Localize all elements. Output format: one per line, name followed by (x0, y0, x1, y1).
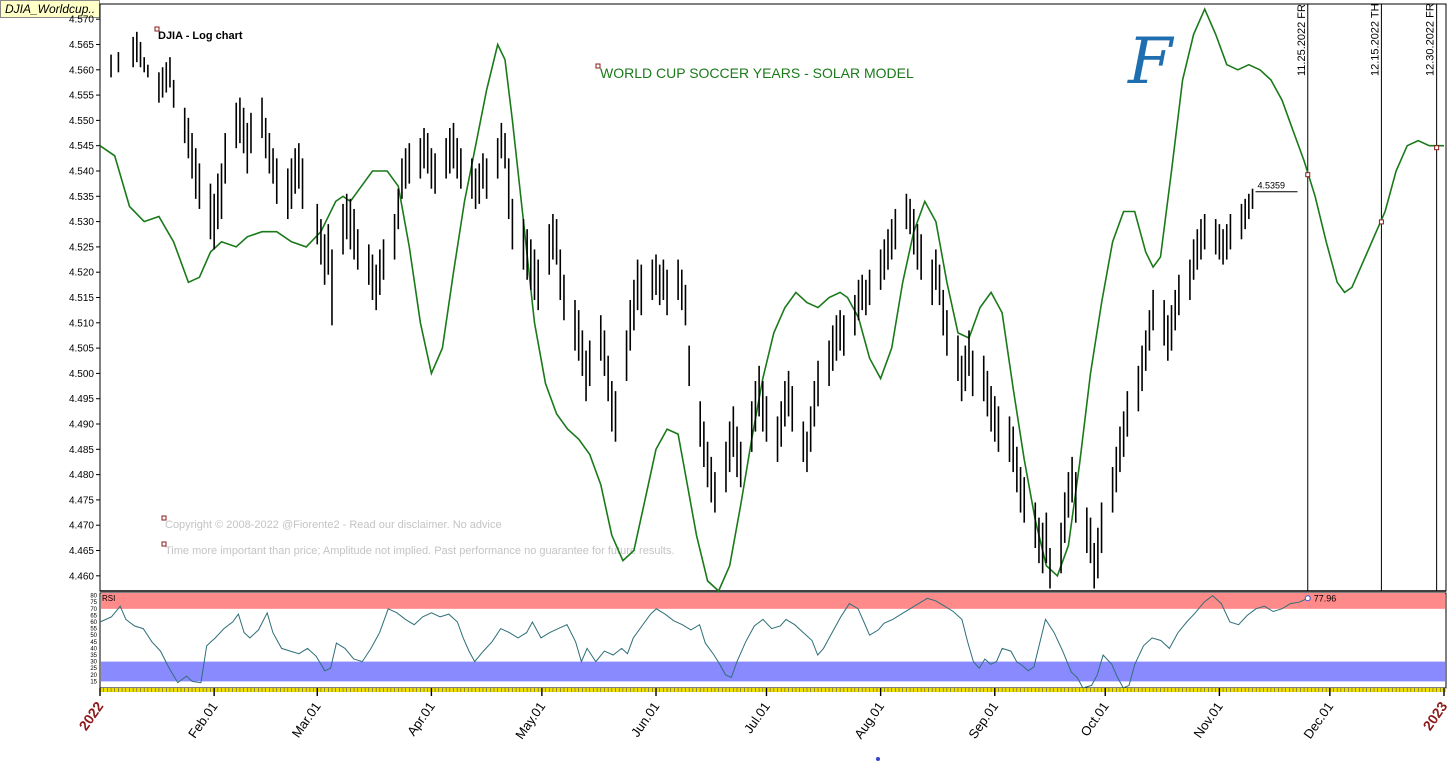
month-label: Jul.01 (741, 699, 773, 736)
rsi-last-value-label: 77.96 (1314, 593, 1337, 603)
y-tick-label: 4.515 (69, 293, 94, 304)
y-tick-label: 4.500 (69, 369, 94, 380)
rsi-tick-label: 15 (90, 679, 97, 685)
month-label: Sep.01 (965, 699, 1001, 741)
month-label: Aug.01 (851, 699, 887, 741)
rsi-tick-label: 70 (90, 607, 97, 613)
annotation-marker (161, 541, 167, 547)
rsi-last-point (1304, 595, 1311, 602)
month-label: Jun.01 (628, 699, 663, 740)
y-tick-label: 4.460 (69, 571, 94, 582)
rsi-tick-label: 80 (90, 594, 97, 600)
month-label: Feb.01 (185, 699, 221, 741)
scroll-indicator-dot (876, 757, 880, 761)
model-marker (1305, 172, 1311, 178)
y-tick-label: 4.490 (69, 420, 94, 431)
y-tick-label: 4.550 (69, 116, 94, 127)
price-panel-frame (99, 3, 1447, 592)
rsi-tick-label: 25 (90, 666, 97, 672)
rsi-title: RSI (102, 594, 115, 603)
y-tick-label: 4.545 (69, 141, 94, 152)
y-tick-label: 4.495 (69, 394, 94, 405)
month-label: Apr.01 (404, 699, 438, 738)
y-tick-label: 4.560 (69, 65, 94, 76)
model-marker (1378, 219, 1384, 225)
rsi-tick-label: 65 (90, 613, 97, 619)
annotation-text: Copyright © 2008-2022 @Fiorente2 - Read … (165, 519, 502, 531)
month-label: Dec.01 (1300, 699, 1336, 741)
rsi-line (99, 594, 1309, 689)
y-tick-label: 4.540 (69, 166, 94, 177)
year-label: 2023 (1419, 698, 1450, 733)
annotation-marker (161, 515, 167, 521)
year-label: 2022 (75, 698, 106, 733)
fiorente-logo: F (1128, 25, 1173, 99)
y-tick-label: 4.465 (69, 546, 94, 557)
annotation-text: Time more important than price; Amplitud… (165, 545, 675, 557)
y-tick-label: 4.485 (69, 445, 94, 456)
cycle-date-label: 11.25.2022 FR (1296, 4, 1308, 76)
price-panel: 4.460 4.465 4.470 4.475 4.480 4.485 4.490 4.495… (69, 3, 1447, 593)
y-tick-label: 4.505 (69, 344, 94, 355)
last-price-label: 4.5359 (1258, 181, 1286, 191)
y-tick-label: 4.555 (69, 91, 94, 102)
rsi-tick-label: 50 (90, 633, 97, 639)
chart-title: DJIA - Log chart (158, 30, 243, 42)
rsi-tick-label: 30 (90, 660, 97, 666)
y-tick-label: 4.520 (69, 268, 94, 279)
rsi-tick-label: 40 (90, 646, 97, 652)
rsi-tick-label: 35 (90, 653, 97, 659)
y-tick-label: 4.535 (69, 192, 94, 203)
month-label: Mar.01 (289, 699, 324, 740)
rsi-overbought-band (101, 593, 1445, 609)
rsi-tick-label: 20 (90, 673, 97, 679)
chart-window-tab[interactable]: DJIA_Worldcup.. (0, 0, 101, 18)
y-tick-label: 4.470 (69, 521, 94, 532)
model-marker (1434, 145, 1440, 151)
month-label: Oct.01 (1077, 699, 1111, 739)
cycle-date-label: 12.30.2022 FR (1425, 3, 1437, 76)
cycle-date-label: 12.15.2022 TH (1369, 3, 1381, 76)
y-tick-label: 4.480 (69, 470, 94, 481)
rsi-tick-label: 60 (90, 620, 97, 626)
subtitle-marker (595, 63, 601, 69)
y-tick-label: 4.565 (69, 40, 94, 51)
date-axis: 2022 Feb.01 Mar.01 Apr.01 May.01 Jun.01 Jul.01… (75, 688, 1451, 761)
month-label: Nov.01 (1190, 699, 1225, 741)
y-tick-label: 4.530 (69, 217, 94, 228)
rsi-oversold-band (101, 661, 1445, 682)
date-tick-strip (100, 688, 1446, 692)
y-tick-label: 4.525 (69, 242, 94, 253)
rsi-tick-label: 55 (90, 627, 97, 633)
rsi-tick-label: 45 (90, 640, 97, 646)
title-marker (154, 26, 160, 32)
rsi-tick-label: 75 (90, 600, 97, 606)
y-tick-label: 4.475 (69, 495, 94, 506)
solar-model-line (99, 7, 1444, 593)
chart-subtitle: WORLD CUP SOCCER YEARS - SOLAR MODEL (600, 65, 914, 81)
y-tick-label: 4.510 (69, 318, 94, 329)
month-label: May.01 (512, 699, 548, 742)
y-tick-label: 4.570 (69, 15, 94, 26)
